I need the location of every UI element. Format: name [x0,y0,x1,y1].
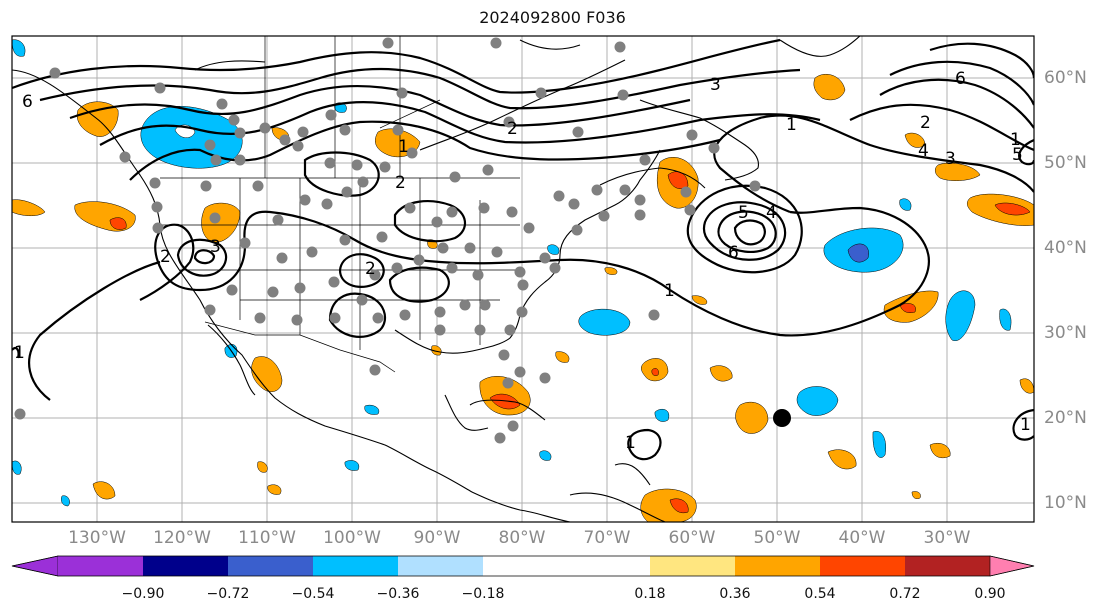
lat-label: 40°N [1044,238,1087,258]
contour-label: 1 [786,115,797,135]
lon-label: 60°W [668,528,716,548]
lon-label: 80°W [498,528,546,548]
contour-label: 2 [160,247,171,267]
colorbar-segment [735,556,820,576]
contour-label: 1 [1020,415,1031,435]
contour-label: 4 [918,141,929,161]
lon-label: 40°W [838,528,886,548]
colorbar-segment [398,556,483,576]
colorbar-tick-label: −0.18 [461,586,505,602]
contour-label: 3 [210,237,221,257]
contour-label: 1 [1010,130,1021,150]
colorbar-extend-left [11,555,59,577]
colorbar [11,555,1035,577]
colorbar-segment [228,556,313,576]
contour-label: 1 [14,343,25,363]
contour-label: 1 [398,137,409,157]
contour-label: 2 [507,119,518,139]
colorbar-segment [820,556,905,576]
contour-label: 6 [728,243,739,263]
map-frame [11,35,1035,523]
lat-label: 30°N [1044,323,1087,343]
contour-label: 2 [395,173,406,193]
colorbar-extend-right [989,555,1035,577]
colorbar-tick-label: 0.36 [719,586,751,602]
contour-label: 5 [1012,145,1023,165]
lon-label: 110°W [238,528,296,548]
contour-label: 6 [955,69,966,89]
contour-label: 2 [365,259,376,279]
lat-label: 50°N [1044,153,1087,173]
colorbar-tick-label: 0.18 [634,586,666,602]
contour-label: 3 [710,75,721,95]
lat-label: 20°N [1044,408,1087,428]
colorbar-segment [905,556,990,576]
contour-label: 3 [945,149,956,169]
lon-label: 120°W [153,528,211,548]
colorbar-segment [313,556,398,576]
map-title: 2024092800 F036 [479,8,626,27]
colorbar-tick-label: 0.72 [889,586,921,602]
station-dots [14,37,761,444]
contour-label: 1 [625,433,636,453]
contour-label: 1 [664,281,675,301]
contour-label: 4 [766,203,777,223]
lon-label: 30°W [923,528,971,548]
colorbar-segment [650,556,735,576]
lon-label: 100°W [323,528,381,548]
lon-label: 70°W [583,528,631,548]
lat-label: 60°N [1044,68,1087,88]
colorbar-tick-label: −0.36 [376,586,420,602]
marker-dot [773,409,791,427]
contour-label: 6 [22,92,33,112]
lon-label: 50°W [753,528,801,548]
lon-label: 90°W [413,528,461,548]
colorbar-tick-label: −0.72 [206,586,250,602]
lat-label: 10°N [1044,493,1087,513]
colorbar-segment [58,556,143,576]
coastlines [12,36,861,522]
contour-label: 5 [738,203,749,223]
colorbar-tick-label: −0.90 [121,586,165,602]
contour-labels: 6 1 2 1 2 3 2 1 1 3 6 5 4 2 1 4 3 5 2 6 … [14,69,1031,453]
colorbar-tick-label: 0.54 [804,586,836,602]
colorbar-segment [143,556,228,576]
colorbar-tick-label: −0.54 [291,586,335,602]
colorbar-tick-label: 0.90 [974,586,1006,602]
lon-label: 130°W [68,528,126,548]
colorbar-segment [483,556,650,576]
contour-label: 2 [920,113,931,133]
contours [12,38,1034,461]
